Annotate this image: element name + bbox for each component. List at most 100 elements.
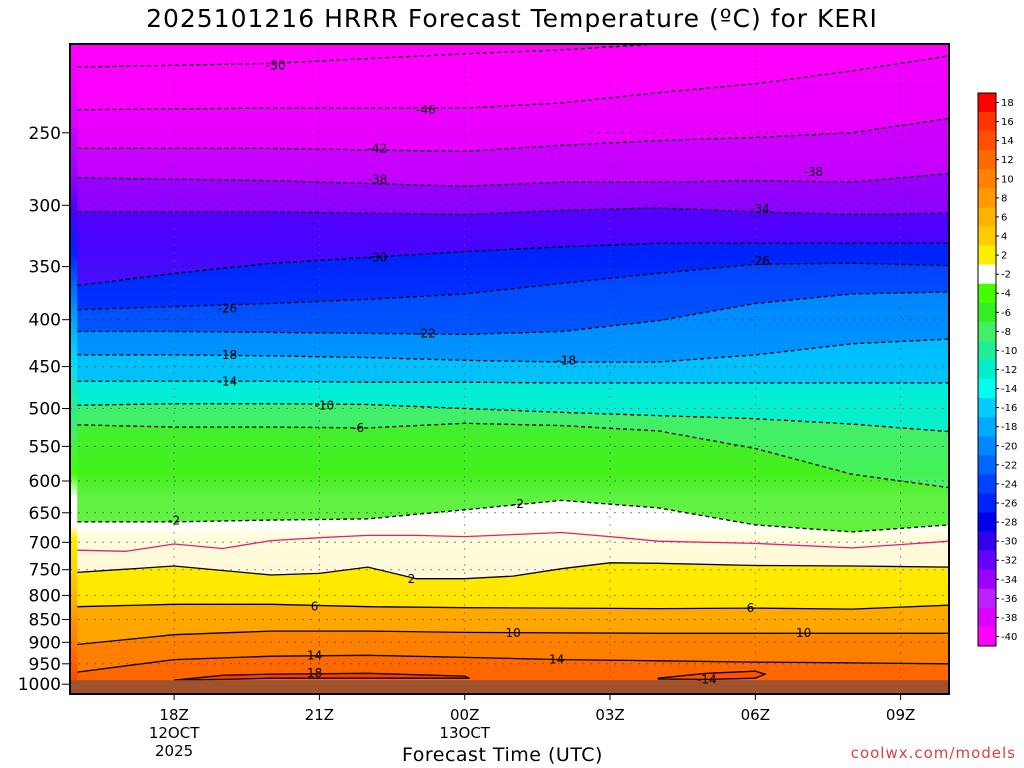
colorbar-label-28: -40 [1001,632,1017,643]
isotherm--6-11 [77,422,949,489]
colorbar-label-12: -8 [1001,327,1011,338]
colorbar-label-13: -10 [1001,346,1017,357]
colorbar-label-9: -2 [1001,270,1011,281]
colorbar-label-1: 16 [1001,117,1014,128]
contour-label-9: -22 [416,326,436,340]
band-6 [77,604,949,645]
isotherm--18-8 [77,338,949,363]
band--14 [77,381,949,432]
contour-label-25: 18 [307,666,322,680]
colorbar-swatch-28 [978,626,996,647]
colorbar-swatch-27 [978,607,996,628]
isotherm--22-7 [77,291,949,336]
contour-label-7: -26 [750,254,770,268]
colorbar-swatch-8 [978,245,996,266]
isotherm-18-18 [174,672,470,681]
y-tick-label-850: 850 [29,611,61,631]
x-date-label-8: 13OCT [439,724,490,742]
y-tick-label-400: 400 [29,311,61,331]
band--22 [77,291,949,363]
colorbar-label-23: -30 [1001,537,1017,548]
isotherm--38-3 [77,172,949,187]
colorbar-swatch-4 [978,169,996,189]
colorbar-label-0: 18 [1001,98,1014,109]
contour-label-1: -46 [416,103,436,117]
contour-label-15: -2 [168,514,180,528]
y-tick-label-350: 350 [29,258,61,278]
y-tick-label-250: 250 [29,124,61,144]
isotherm-0-13 [77,531,949,552]
colorbar-label-4: 10 [1001,174,1014,185]
plot-area: -50-46-42-38-38-34-30 -26-26-22-18 -18-14-… [70,44,949,694]
x-tick-label-5: 21Z [305,706,334,724]
y-tick-label-600: 600 [29,472,61,492]
contour-label-21: 10 [796,626,811,640]
plot-frame [69,43,950,695]
colorbar-swatch-2 [978,131,996,151]
band--10 [77,403,949,488]
colorbar-swatch-10 [978,283,996,304]
colorbar-label-6: 6 [1001,212,1007,223]
colorbar-label-22: -28 [1001,518,1017,529]
colorbar-swatch-1 [978,112,996,132]
y-tick-label-300: 300 [29,196,61,216]
contour-label-0: -50 [266,58,286,72]
colorbar-label-27: -38 [1001,613,1017,624]
isotherm-6-15 [77,603,949,610]
contour-label-4: -38 [804,165,824,179]
colorbar-swatch-19 [978,455,996,475]
y-tick-label-650: 650 [29,504,61,524]
colorbar-label-21: -26 [1001,499,1017,510]
isotherm--50-0 [77,44,675,68]
credit-link[interactable]: coolwx.com/models [850,744,1016,762]
band--30 [77,243,949,310]
band--18 [77,339,949,383]
isotherm--30-5 [77,242,949,287]
isotherm--34-4 [77,207,949,216]
contour-label-12: -14 [218,374,238,388]
colorbar-label-20: -24 [1001,479,1017,490]
contour-label-11: -18 [557,353,577,367]
colorbar-label-19: -22 [1001,460,1017,471]
y-tick-label-450: 450 [29,358,61,378]
ground-layer [70,680,949,694]
warm-pocket-1 [658,671,765,680]
contour-label-20: 10 [505,626,520,640]
colorbar-label-2: 14 [1001,136,1014,147]
contour-label-18: 6 [311,600,319,614]
contour-labels: -50-46-42-38-38-34-30 -26-26-22-18 -18-14-… [168,58,823,686]
contour-label-17: 2 [408,572,416,586]
colorbar-swatch-20 [978,474,996,494]
y-tick-label-1000: 1000 [18,675,61,695]
contour-label-19: 6 [747,601,755,615]
colorbar-swatch-15 [978,379,996,399]
colorbar-swatch-12 [978,321,996,342]
colorbar-swatch-3 [978,150,996,170]
colorbar-swatch-13 [978,340,996,361]
isotherm--46-1 [77,55,949,111]
x-year-label-2: 2025 [155,742,193,760]
contour-label-22: 14 [307,649,322,663]
band--42 [77,118,949,187]
contour-label-5: -34 [750,202,770,216]
contour-label-8: -26 [218,302,238,316]
y-tick-label-700: 700 [29,533,61,553]
band--38 [77,173,949,215]
y-tick-label-800: 800 [29,586,61,606]
contour-label-3: -38 [368,172,388,186]
contour-label-2: -42 [368,141,388,155]
x-tick-label-8: 00Z [450,706,479,724]
colorbar-label-10: -4 [1001,289,1011,300]
x-axis-label: Forecast Time (UTC) [402,744,603,766]
x-tick-label-14: 06Z [741,706,770,724]
colorbar-label-7: 4 [1001,232,1007,243]
x-tick-label-2: 18Z [159,706,188,724]
colorbar-swatch-7 [978,226,996,246]
colorbar-swatch-14 [978,359,996,380]
colorbar: 18 16 14 12 10 8 6 4 2 -2 -4 -6 -8 -10 -12 -14 -16 -18 -20… [977,92,1017,647]
colorbar-swatch-21 [978,493,996,513]
colorbar-label-8: 2 [1001,251,1007,262]
isotherm-contours [77,44,949,681]
y-tick-label-950: 950 [29,655,61,675]
